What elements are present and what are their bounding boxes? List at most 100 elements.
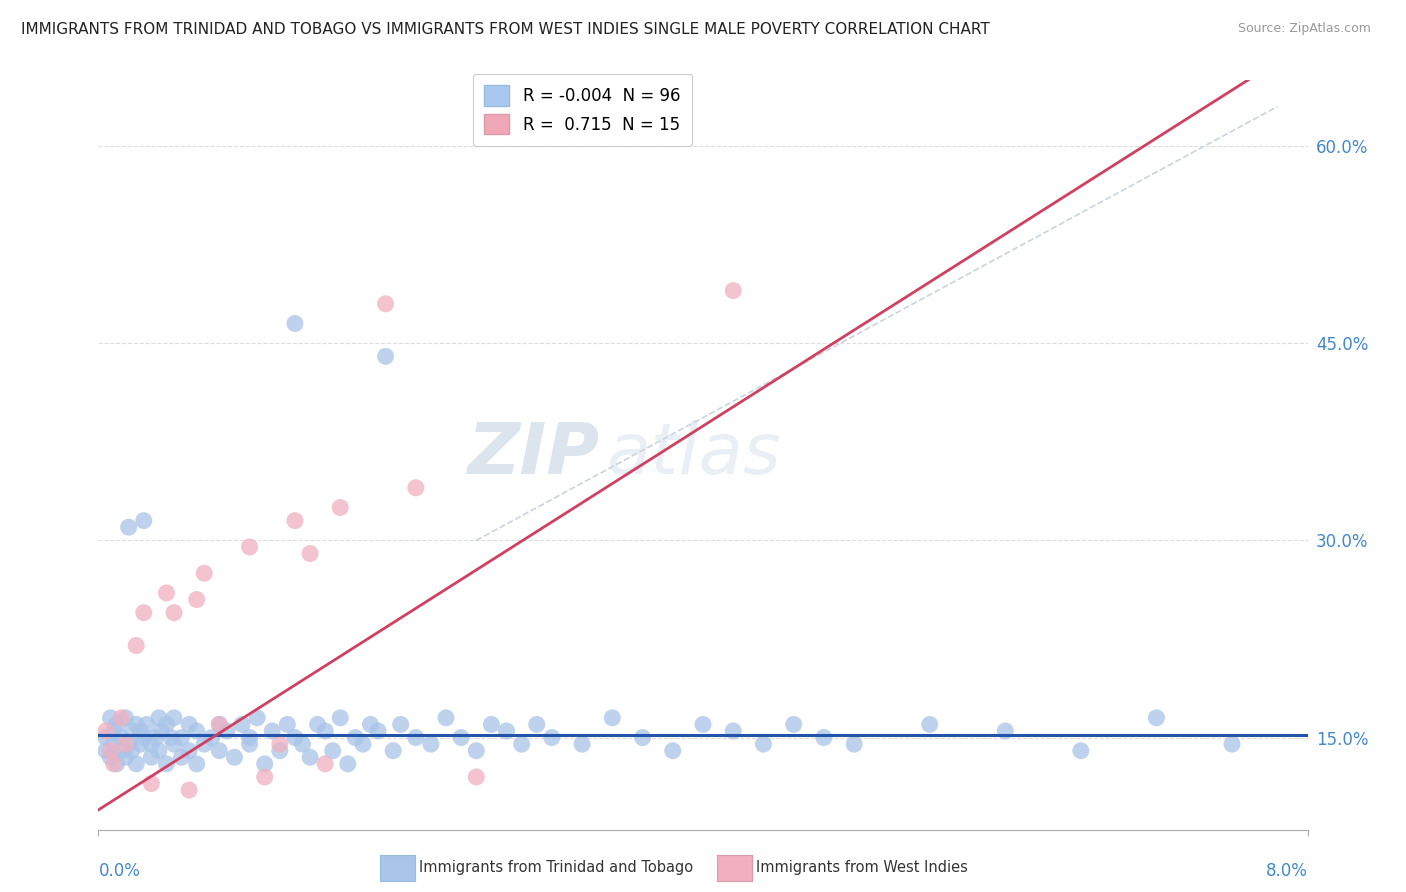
- Point: [495, 723, 517, 738]
- Point: [125, 717, 148, 731]
- Point: [160, 731, 183, 745]
- Point: [389, 717, 412, 731]
- Point: [269, 737, 291, 751]
- Point: [752, 737, 775, 751]
- Legend: R = -0.004  N = 96, R =  0.715  N = 15: R = -0.004 N = 96, R = 0.715 N = 15: [472, 74, 692, 146]
- Point: [420, 737, 443, 751]
- Point: [186, 592, 208, 607]
- Point: [186, 756, 208, 771]
- Point: [94, 723, 117, 738]
- Point: [813, 731, 835, 745]
- Point: [94, 744, 117, 758]
- Point: [100, 744, 122, 758]
- Point: [374, 297, 396, 311]
- Point: [150, 723, 173, 738]
- Point: [540, 731, 562, 745]
- Point: [253, 770, 276, 784]
- Point: [246, 711, 269, 725]
- Point: [1146, 711, 1168, 725]
- Point: [114, 711, 136, 725]
- Point: [307, 717, 329, 731]
- Point: [269, 744, 291, 758]
- Point: [299, 750, 322, 764]
- Point: [193, 566, 215, 581]
- Point: [110, 711, 132, 725]
- Point: [661, 744, 683, 758]
- Point: [434, 711, 457, 725]
- Point: [179, 717, 201, 731]
- Point: [602, 711, 624, 725]
- Point: [723, 723, 745, 738]
- Point: [224, 750, 246, 764]
- Point: [148, 711, 170, 725]
- Point: [110, 731, 132, 745]
- Point: [148, 744, 170, 758]
- Text: 0.0%: 0.0%: [98, 863, 141, 880]
- Point: [284, 317, 307, 331]
- Point: [314, 756, 336, 771]
- Point: [121, 744, 143, 758]
- Point: [118, 737, 141, 751]
- Text: ZIP: ZIP: [468, 420, 600, 490]
- Point: [465, 744, 488, 758]
- Point: [121, 723, 143, 738]
- Point: [844, 737, 866, 751]
- Point: [163, 711, 186, 725]
- Point: [994, 723, 1017, 738]
- Point: [201, 731, 224, 745]
- Point: [510, 737, 533, 751]
- Point: [692, 717, 714, 731]
- Point: [352, 737, 374, 751]
- Point: [782, 717, 804, 731]
- Point: [155, 717, 177, 731]
- Point: [262, 723, 284, 738]
- Point: [481, 717, 503, 731]
- Point: [284, 514, 307, 528]
- Point: [405, 731, 427, 745]
- Point: [231, 717, 253, 731]
- Text: Source: ZipAtlas.com: Source: ZipAtlas.com: [1237, 22, 1371, 36]
- Point: [155, 586, 177, 600]
- Point: [118, 520, 141, 534]
- Point: [450, 731, 472, 745]
- Text: atlas: atlas: [606, 420, 780, 490]
- Point: [132, 514, 155, 528]
- Text: Immigrants from West Indies: Immigrants from West Indies: [756, 861, 969, 875]
- Point: [103, 737, 125, 751]
- Point: [208, 717, 231, 731]
- Point: [105, 756, 128, 771]
- Point: [141, 750, 163, 764]
- Point: [723, 284, 745, 298]
- Point: [631, 731, 654, 745]
- Point: [163, 606, 186, 620]
- Point: [405, 481, 427, 495]
- Point: [103, 756, 125, 771]
- Point: [179, 744, 201, 758]
- Point: [114, 750, 136, 764]
- Text: IMMIGRANTS FROM TRINIDAD AND TOBAGO VS IMMIGRANTS FROM WEST INDIES SINGLE MALE P: IMMIGRANTS FROM TRINIDAD AND TOBAGO VS I…: [21, 22, 990, 37]
- Point: [526, 717, 548, 731]
- Point: [163, 737, 186, 751]
- Point: [367, 723, 389, 738]
- Point: [208, 744, 231, 758]
- Point: [276, 717, 298, 731]
- Point: [110, 744, 132, 758]
- Point: [253, 756, 276, 771]
- Point: [129, 723, 152, 738]
- Point: [329, 711, 352, 725]
- Point: [100, 711, 122, 725]
- Point: [382, 744, 405, 758]
- Point: [918, 717, 941, 731]
- Point: [239, 737, 262, 751]
- Point: [170, 731, 193, 745]
- Point: [179, 783, 201, 797]
- Point: [125, 639, 148, 653]
- Point: [284, 731, 307, 745]
- Point: [291, 737, 314, 751]
- Point: [103, 723, 125, 738]
- Point: [299, 547, 322, 561]
- Point: [360, 717, 382, 731]
- Point: [1220, 737, 1243, 751]
- Point: [336, 756, 359, 771]
- Point: [239, 731, 262, 745]
